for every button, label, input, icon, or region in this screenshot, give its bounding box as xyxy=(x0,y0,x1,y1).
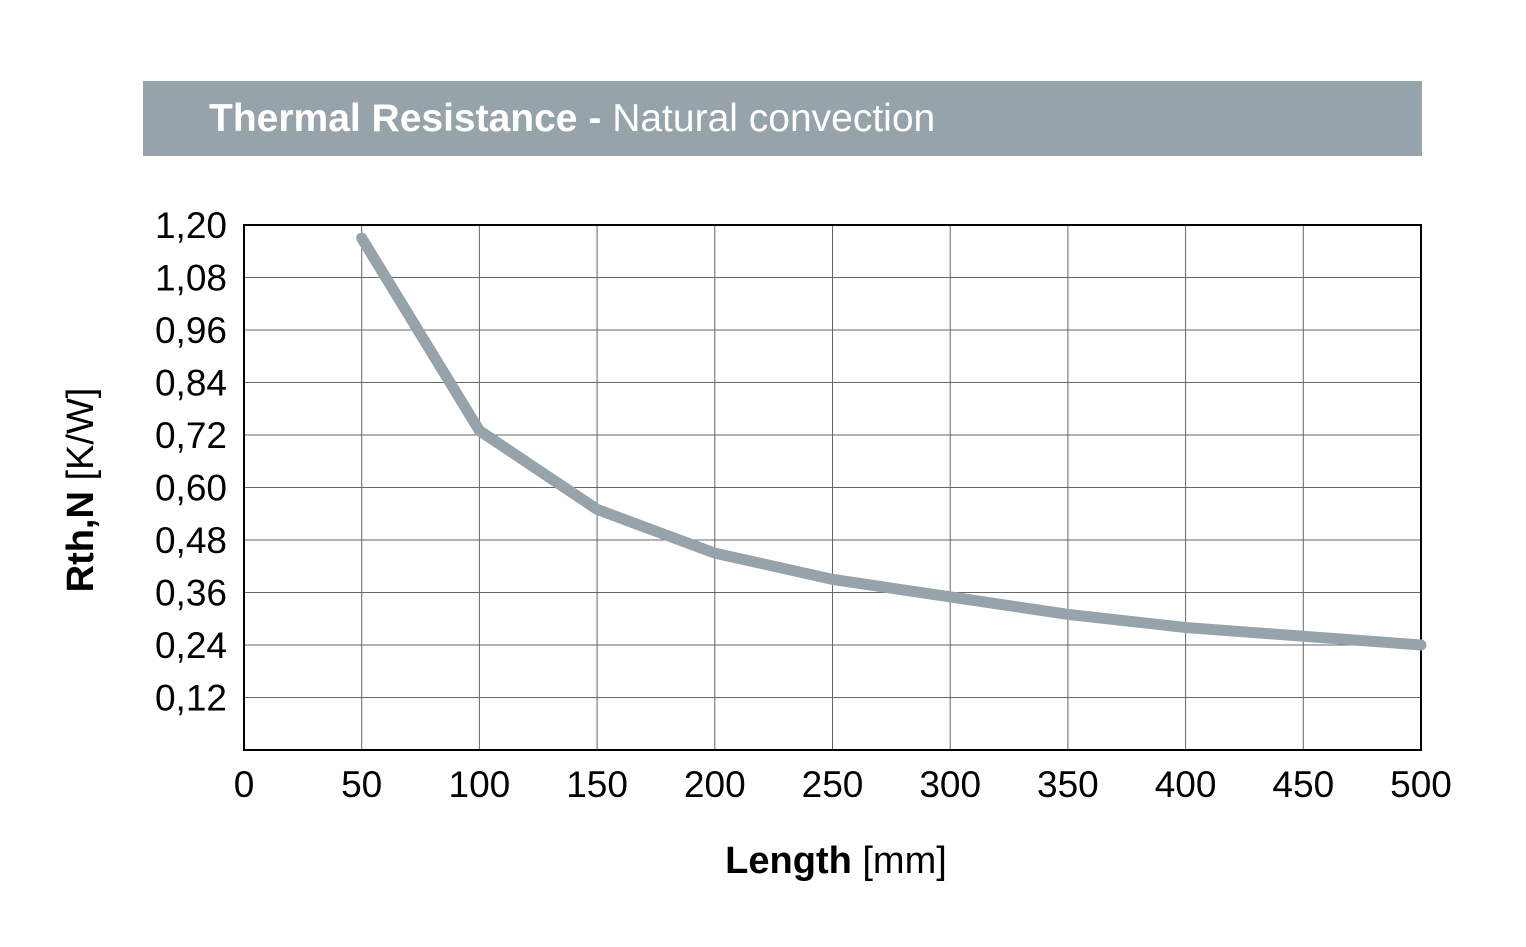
y-tick-label: 0,96 xyxy=(155,310,227,351)
chart-title: Thermal Resistance - Natural convection xyxy=(209,97,936,140)
y-tick-label: 0,48 xyxy=(155,520,227,561)
x-tick-label: 450 xyxy=(1272,764,1334,805)
y-tick-label: 1,08 xyxy=(155,258,227,299)
y-axis-label: Rth,N [K/W] xyxy=(60,388,102,593)
y-tick-label: 0,60 xyxy=(155,468,227,509)
series-line xyxy=(356,232,1427,651)
x-tick-labels: 0 50 100 150 200 250 300 350 400 450 500 xyxy=(234,764,1452,805)
x-tick-label: 0 xyxy=(234,764,255,805)
plot-frame xyxy=(243,224,1422,751)
y-tick-labels: 1,20 1,08 0,96 0,84 0,72 0,60 0,48 0,36 0,24 0,12 xyxy=(155,205,227,719)
y-tick-label: 0,12 xyxy=(155,678,227,719)
y-tick-label: 0,36 xyxy=(155,573,227,614)
x-tick-label: 150 xyxy=(566,764,628,805)
x-axis-label: Length [mm] xyxy=(725,840,947,882)
y-tick-label: 0,72 xyxy=(155,415,227,456)
x-tick-label: 250 xyxy=(802,764,864,805)
x-tick-label: 200 xyxy=(684,764,746,805)
title-bar: Thermal Resistance - Natural convection xyxy=(143,81,1422,156)
x-tick-label: 100 xyxy=(449,764,511,805)
x-tick-label: 300 xyxy=(919,764,981,805)
y-tick-label: 0,84 xyxy=(155,363,227,404)
grid xyxy=(243,224,1422,750)
x-tick-label: 500 xyxy=(1390,764,1452,805)
x-tick-label: 50 xyxy=(341,764,382,805)
y-tick-label: 1,20 xyxy=(155,205,227,246)
y-tick-label: 0,24 xyxy=(155,625,227,666)
x-tick-label: 350 xyxy=(1037,764,1099,805)
x-tick-label: 400 xyxy=(1155,764,1217,805)
